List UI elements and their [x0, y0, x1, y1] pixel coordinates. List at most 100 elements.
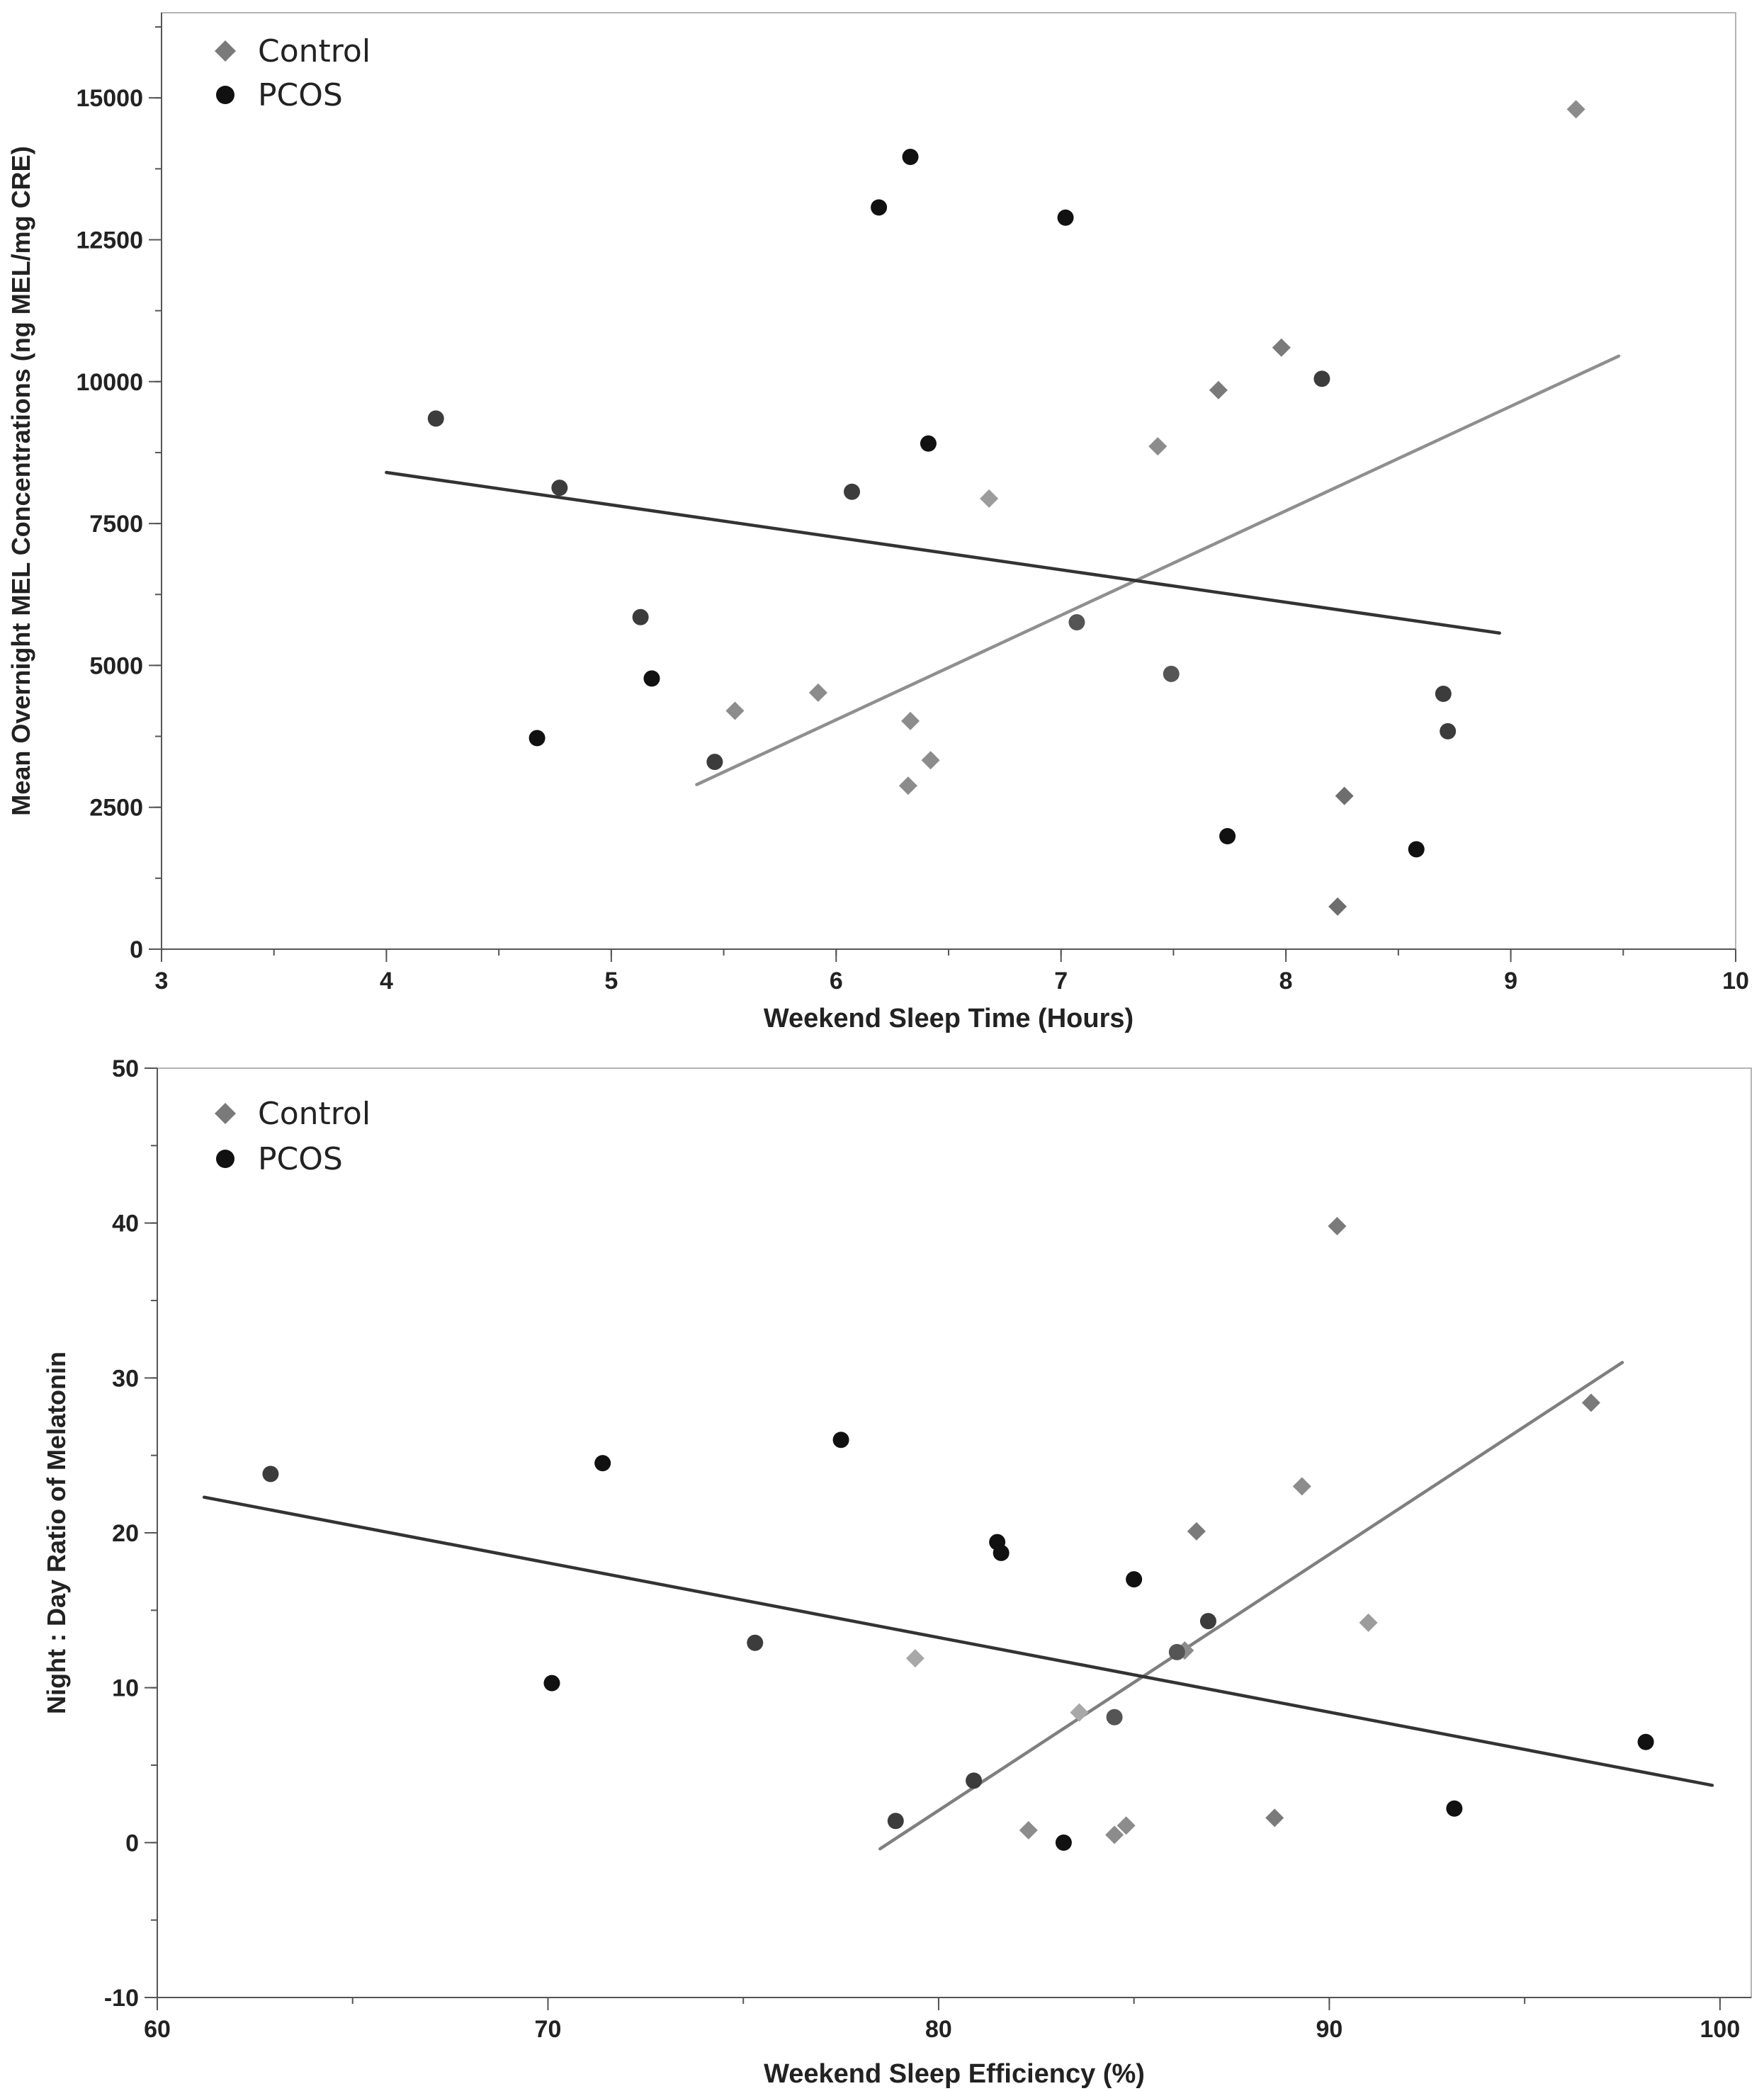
- legend-control-label: Control: [258, 33, 371, 69]
- pcos-point-marker: [1219, 828, 1236, 845]
- pcos-point-marker: [1440, 722, 1457, 740]
- control-point-marker: [1335, 786, 1354, 805]
- control-point-marker: [1265, 1808, 1284, 1828]
- pcos-point-marker: [844, 483, 861, 500]
- control-point-marker: [1070, 1703, 1089, 1722]
- legend-pcos-label: PCOS: [258, 1141, 343, 1177]
- control-point-marker: [1116, 1816, 1136, 1835]
- x-tick-label: 60: [144, 2016, 171, 2043]
- pcos-point-marker: [887, 1813, 904, 1830]
- x-axis-title: Weekend Sleep Efficiency (%): [764, 2059, 1145, 2089]
- control-point-marker: [901, 711, 920, 730]
- x-tick-label: 90: [1316, 2016, 1342, 2043]
- pcos-point-marker: [427, 410, 444, 427]
- x-tick-label: 7: [1054, 968, 1068, 994]
- control-point-marker: [1105, 1825, 1124, 1844]
- x-tick-label: 100: [1700, 2016, 1741, 2043]
- control-point-marker: [898, 776, 917, 795]
- pcos-point-marker: [1126, 1571, 1143, 1588]
- control-point-marker: [808, 683, 827, 702]
- pcos-point-marker: [993, 1544, 1010, 1561]
- legend-pcos-label: PCOS: [258, 77, 343, 113]
- melatonin-vs-sleep-time-panel: 3 4 5 6 7 8 9 10 0 2500 5000 7500 10000 12500 15000 Wee…: [6, 12, 1749, 1033]
- x-tick-label: 70: [535, 2016, 562, 2043]
- pcos-fit-line: [202, 1495, 1714, 1787]
- control-point-marker: [1328, 1217, 1347, 1236]
- y-tick-label: -10: [104, 1985, 139, 2012]
- legend-pcos-marker: [216, 86, 234, 104]
- pcos-point-marker: [594, 1455, 611, 1472]
- pcos-point-marker: [1163, 665, 1180, 682]
- y-tick-label: 10: [112, 1675, 139, 1702]
- pcos-fit-line: [385, 470, 1501, 635]
- y-tick-label: 50: [112, 1055, 139, 1082]
- pcos-point-marker: [1435, 685, 1452, 702]
- pcos-point-marker: [1168, 1643, 1185, 1660]
- pcos-point-marker: [1068, 614, 1085, 631]
- y-tick-label: 0: [125, 1830, 139, 1857]
- pcos-point-marker: [1408, 841, 1425, 858]
- y-axis-title: Mean Overnight MEL Concentrations (ng ME…: [6, 146, 35, 815]
- y-tick-label: 12500: [76, 227, 143, 254]
- control-fit-line: [878, 1361, 1624, 1851]
- legend-control-marker: [215, 1103, 236, 1124]
- pcos-point-marker: [262, 1466, 279, 1483]
- pcos-point-marker: [1637, 1733, 1654, 1750]
- legend-control-label: Control: [258, 1096, 371, 1132]
- control-point-marker: [1209, 380, 1228, 400]
- legend-control-marker: [215, 40, 236, 62]
- pcos-point-marker: [1055, 1834, 1072, 1851]
- pcos-point-marker: [543, 1674, 560, 1692]
- control-fit-line: [695, 354, 1621, 786]
- night-day-ratio-vs-sleep-efficiency-panel: 60 70 80 90 100 -10 0 10 20 30 40 50 Weekend Sleep E…: [42, 1055, 1752, 2089]
- y-axis-title: Night : Day Ratio of Melatonin: [42, 1352, 71, 1714]
- x-tick-label: 8: [1279, 968, 1293, 994]
- y-tick-label: 2500: [89, 795, 143, 822]
- control-point-marker: [1292, 1477, 1311, 1496]
- control-point-marker: [921, 751, 940, 770]
- y-tick-label: 7500: [89, 511, 143, 538]
- y-tick-label: 0: [130, 936, 143, 963]
- y-tick-label: 5000: [89, 652, 143, 679]
- legend-pcos-marker: [216, 1150, 234, 1168]
- control-point-marker: [725, 701, 745, 720]
- x-tick-label: 5: [604, 968, 618, 994]
- control-point-marker: [980, 489, 999, 508]
- pcos-point-marker: [1106, 1708, 1123, 1726]
- pcos-point-marker: [902, 149, 919, 166]
- x-tick-label: 10: [1722, 968, 1749, 994]
- pcos-point-marker: [966, 1772, 983, 1789]
- pcos-point-marker: [551, 480, 568, 497]
- x-tick-label: 6: [830, 968, 843, 994]
- pcos-point-marker: [832, 1432, 849, 1449]
- pcos-point-marker: [747, 1634, 764, 1651]
- control-point-marker: [1272, 338, 1291, 357]
- pcos-point-marker: [643, 670, 660, 687]
- pcos-point-marker: [871, 199, 888, 216]
- x-tick-label: 4: [380, 968, 393, 994]
- pcos-point-marker: [1057, 209, 1074, 226]
- control-point-marker: [1019, 1820, 1038, 1840]
- control-point-marker: [1566, 100, 1585, 119]
- control-point-marker: [1187, 1522, 1206, 1541]
- control-point-marker: [1581, 1393, 1600, 1412]
- pcos-point-marker: [1446, 1800, 1463, 1817]
- pcos-point-marker: [632, 608, 649, 625]
- control-point-marker: [1328, 897, 1347, 916]
- y-tick-label: 15000: [76, 85, 143, 112]
- control-point-marker: [1148, 437, 1167, 456]
- y-tick-label: 10000: [76, 369, 143, 396]
- y-tick-label: 30: [112, 1365, 139, 1392]
- pcos-point-marker: [1313, 370, 1330, 387]
- pcos-point-marker: [528, 730, 545, 747]
- pcos-point-marker: [1199, 1613, 1216, 1630]
- control-point-marker: [905, 1649, 925, 1668]
- x-tick-label: 9: [1504, 968, 1517, 994]
- x-tick-label: 3: [155, 968, 169, 994]
- control-point-marker: [1359, 1613, 1378, 1632]
- y-tick-label: 40: [112, 1211, 139, 1237]
- x-tick-label: 80: [925, 2016, 952, 2043]
- x-axis-title: Weekend Sleep Time (Hours): [764, 1004, 1133, 1033]
- pcos-point-marker: [706, 754, 723, 771]
